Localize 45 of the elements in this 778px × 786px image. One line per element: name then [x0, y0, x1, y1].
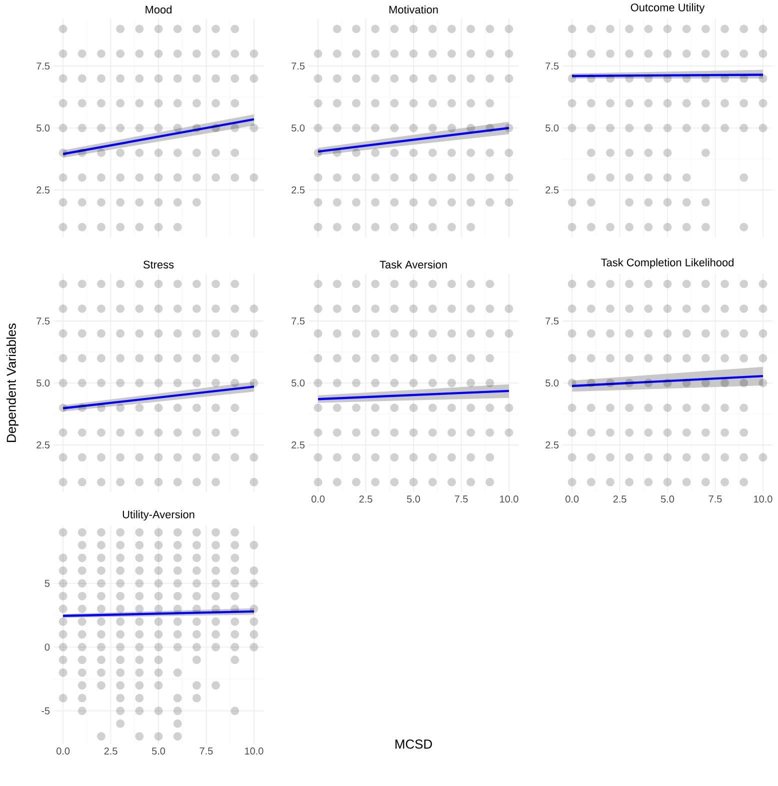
y-tick-label: 2.5 — [292, 186, 305, 194]
x-tick-label: 7.5 — [200, 748, 213, 754]
x-tick-label: 0.0 — [566, 496, 579, 503]
x-tick-label: 7.5 — [708, 496, 722, 502]
x-tick-label: 2.5 — [613, 496, 626, 503]
y-tick-label: 2.5 — [292, 441, 305, 448]
y-tick-label: 7.5 — [292, 318, 305, 325]
x-tick-label: 0.0 — [56, 748, 70, 755]
chart-title: Motivation — [389, 5, 438, 14]
y-tick-label: 5.0 — [36, 124, 50, 132]
y-tick-label: 7.5 — [292, 62, 305, 70]
y-tick-label: 7.5 — [546, 318, 559, 325]
x-tick-label: 10.0 — [500, 496, 518, 503]
y-tick-label: 0 — [44, 644, 50, 651]
chart-title: Utility-Aversion — [122, 510, 194, 520]
x-tick-label: 2.5 — [104, 748, 118, 755]
x-tick-label: 5.0 — [660, 496, 674, 503]
x-tick-label: 5.0 — [152, 748, 166, 755]
x-tick-label: 10.0 — [245, 748, 264, 755]
x-tick-label: 0.0 — [312, 496, 325, 503]
y-tick-label: 5.0 — [546, 124, 559, 132]
y-tick-label: 7.5 — [546, 62, 559, 70]
x-axis-title: MCSD — [396, 740, 432, 749]
x-tick-label: 2.5 — [359, 496, 372, 503]
x-tick-label: 7.5 — [454, 496, 468, 502]
y-tick-label: -5 — [42, 707, 50, 714]
y-tick-label: 2.5 — [546, 186, 559, 194]
y-tick-label: 2.5 — [36, 186, 50, 194]
chart-title: Task Aversion — [380, 260, 447, 269]
y-tick-label: 7.5 — [36, 62, 50, 70]
y-tick-label: 5.0 — [292, 124, 305, 132]
y-tick-label: 2.5 — [36, 441, 50, 448]
y-tick-label: 7.5 — [36, 318, 50, 325]
y-tick-label: 5.0 — [292, 379, 305, 387]
y-tick-label: 5 — [44, 580, 50, 587]
x-tick-label: 5.0 — [406, 496, 420, 503]
y-tick-label: 2.5 — [546, 441, 559, 448]
chart-title: Task Completion Likelihood — [601, 258, 734, 268]
chart-title: Mood — [146, 5, 172, 14]
chart-title: Stress — [143, 260, 174, 269]
y-tick-label: 5.0 — [36, 379, 50, 387]
x-tick-label: 10.0 — [754, 496, 772, 503]
y-axis-title: Dependent Variables — [6, 323, 18, 442]
y-tick-label: 5.0 — [546, 379, 559, 387]
chart-title: Outcome Utility — [630, 3, 705, 14]
